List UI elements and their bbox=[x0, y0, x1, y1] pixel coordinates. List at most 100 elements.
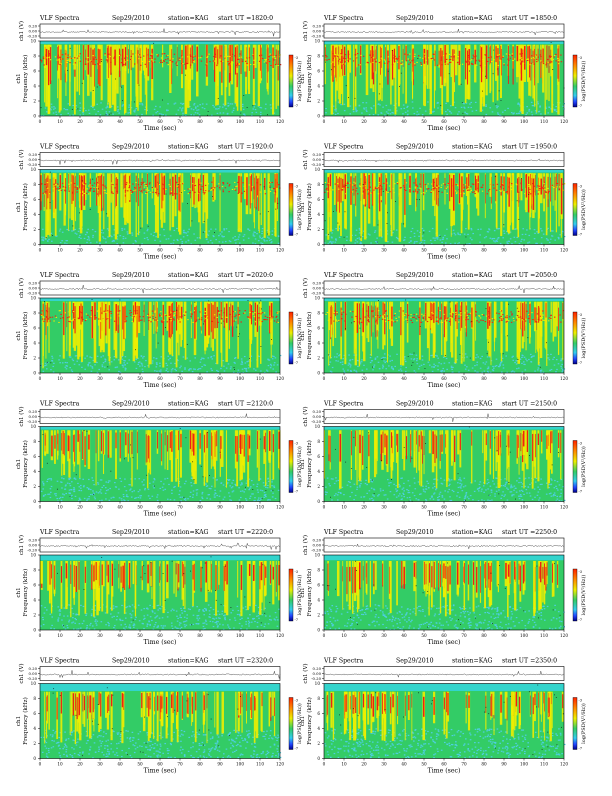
spectrogram-band-cell bbox=[484, 65, 485, 66]
spectrogram-dark-cell bbox=[119, 300, 120, 301]
spectrogram-low-cell bbox=[251, 480, 253, 481]
spectrogram-band-cell bbox=[199, 184, 200, 185]
spectrogram-low-cell bbox=[73, 487, 75, 488]
spectrogram-dark-cell bbox=[439, 191, 440, 192]
spectrogram-low-cell bbox=[419, 366, 421, 367]
spectrogram-band-cell bbox=[124, 188, 125, 189]
spectrogram-low-cell bbox=[209, 488, 211, 489]
spectrogram-band-cell bbox=[269, 316, 270, 317]
spectrogram-band-cell bbox=[506, 321, 507, 322]
spectrogram-streak bbox=[206, 173, 208, 219]
spectrogram-peak bbox=[253, 48, 254, 79]
spectrogram-band-cell bbox=[364, 182, 365, 183]
spectrogram-band-cell bbox=[60, 314, 61, 315]
spectrogram-low-cell bbox=[53, 363, 55, 364]
spectrogram-band-cell bbox=[77, 188, 78, 189]
colorbar bbox=[573, 312, 577, 364]
spectrogram-low-cell bbox=[451, 112, 453, 113]
spectrogram-dark-cell bbox=[486, 308, 487, 309]
spectrogram-band-cell bbox=[395, 313, 396, 314]
spectrogram-low-cell bbox=[325, 112, 327, 113]
spectrogram-low-cell bbox=[170, 499, 172, 500]
spectrogram-band-cell bbox=[511, 322, 512, 323]
spectrogram-band-cell bbox=[234, 189, 235, 190]
panel-header-prefix: VLF Spectra bbox=[39, 15, 80, 22]
spectrogram-peak bbox=[431, 303, 432, 320]
spectrogram-peak bbox=[407, 304, 408, 323]
spectrogram-low-cell bbox=[500, 362, 502, 363]
spectrogram-band-cell bbox=[80, 53, 81, 54]
spectrogram-peak bbox=[276, 49, 277, 64]
x-tick-label: 50 bbox=[421, 376, 427, 381]
spectrogram-band-cell bbox=[222, 190, 223, 191]
spectrogram-low-cell bbox=[104, 359, 106, 360]
spectrogram-low-cell bbox=[180, 239, 182, 240]
spectrogram-band-cell bbox=[367, 320, 368, 321]
spectrogram-band-cell bbox=[449, 59, 450, 60]
x-tick-label: 40 bbox=[117, 119, 123, 124]
spectrogram-low-cell bbox=[372, 369, 374, 370]
spectrogram-band-cell bbox=[489, 321, 490, 322]
spectrogram-low-cell bbox=[226, 228, 228, 229]
spectrogram-band-cell bbox=[505, 192, 506, 193]
spectrogram-low-cell bbox=[88, 496, 90, 497]
spectrogram-low-cell bbox=[192, 494, 194, 495]
spectrogram-peak bbox=[171, 304, 172, 337]
spectrogram-low-cell bbox=[516, 368, 518, 369]
spectrogram-band-cell bbox=[425, 314, 426, 315]
spectrogram-band-cell bbox=[155, 317, 156, 318]
y-axis-label-prefix: ch1 bbox=[300, 73, 306, 83]
spectrogram-band-cell bbox=[53, 188, 54, 189]
spectrogram-band-cell bbox=[169, 312, 170, 313]
spectrogram-low-cell bbox=[534, 238, 536, 239]
spectrogram-band-cell bbox=[466, 317, 467, 318]
spectrogram-band-cell bbox=[176, 315, 177, 316]
spectrogram-peak bbox=[181, 50, 182, 74]
spectrogram-low-cell bbox=[485, 104, 487, 105]
spectrogram-dark-cell bbox=[259, 303, 260, 304]
spectrogram-band-cell bbox=[179, 310, 180, 311]
spectrogram-low-cell bbox=[193, 104, 195, 105]
spectrogram-low-cell bbox=[369, 114, 371, 115]
spectrogram-low-cell bbox=[132, 491, 134, 492]
spectrogram-low-cell bbox=[144, 238, 146, 239]
spectrogram-band-cell bbox=[125, 56, 126, 57]
spectrogram-band-cell bbox=[468, 64, 469, 65]
spectrogram-peak bbox=[129, 176, 130, 188]
spectrogram-band-cell bbox=[536, 188, 537, 189]
spectrogram-band-cell bbox=[49, 193, 50, 194]
spectrogram-dark-cell bbox=[355, 98, 356, 99]
spectrogram-peak bbox=[495, 46, 496, 62]
spectrogram-low-cell bbox=[197, 489, 199, 490]
spectrogram-band-cell bbox=[100, 320, 101, 321]
spectrogram-band-cell bbox=[88, 193, 89, 194]
spectrogram-low-cell bbox=[142, 369, 144, 370]
spectrogram-low-cell bbox=[239, 234, 241, 235]
spectrogram-low-cell bbox=[152, 115, 154, 116]
spectrogram-band-cell bbox=[341, 310, 342, 311]
spectrogram-low-cell bbox=[156, 497, 158, 498]
spectrogram-band-cell bbox=[417, 315, 418, 316]
spectrogram-low-cell bbox=[100, 102, 102, 103]
spectrogram-low-cell bbox=[270, 107, 272, 108]
spectrogram-band-cell bbox=[453, 56, 454, 57]
spectrogram-low-cell bbox=[171, 493, 173, 494]
spectrogram-band-cell bbox=[245, 310, 246, 311]
spectrogram-band-cell bbox=[352, 311, 353, 312]
spectrogram-band-cell bbox=[254, 316, 255, 317]
spectrogram-low-cell bbox=[431, 366, 433, 367]
spectrogram-low-cell bbox=[344, 104, 346, 105]
spectrogram-dark-cell bbox=[203, 232, 204, 233]
spectrogram-peak bbox=[383, 302, 384, 315]
spectrogram-band-cell bbox=[560, 54, 561, 55]
x-tick-label: 20 bbox=[361, 248, 367, 253]
spectrogram-band-cell bbox=[142, 183, 143, 184]
spectrogram-band-cell bbox=[463, 319, 464, 320]
spectrogram-band-cell bbox=[204, 321, 205, 322]
spectrogram-band-cell bbox=[211, 321, 212, 322]
spectrogram-band-cell bbox=[472, 58, 473, 59]
spectrogram-low-cell bbox=[139, 103, 141, 104]
spectrogram-band-cell bbox=[338, 55, 339, 56]
